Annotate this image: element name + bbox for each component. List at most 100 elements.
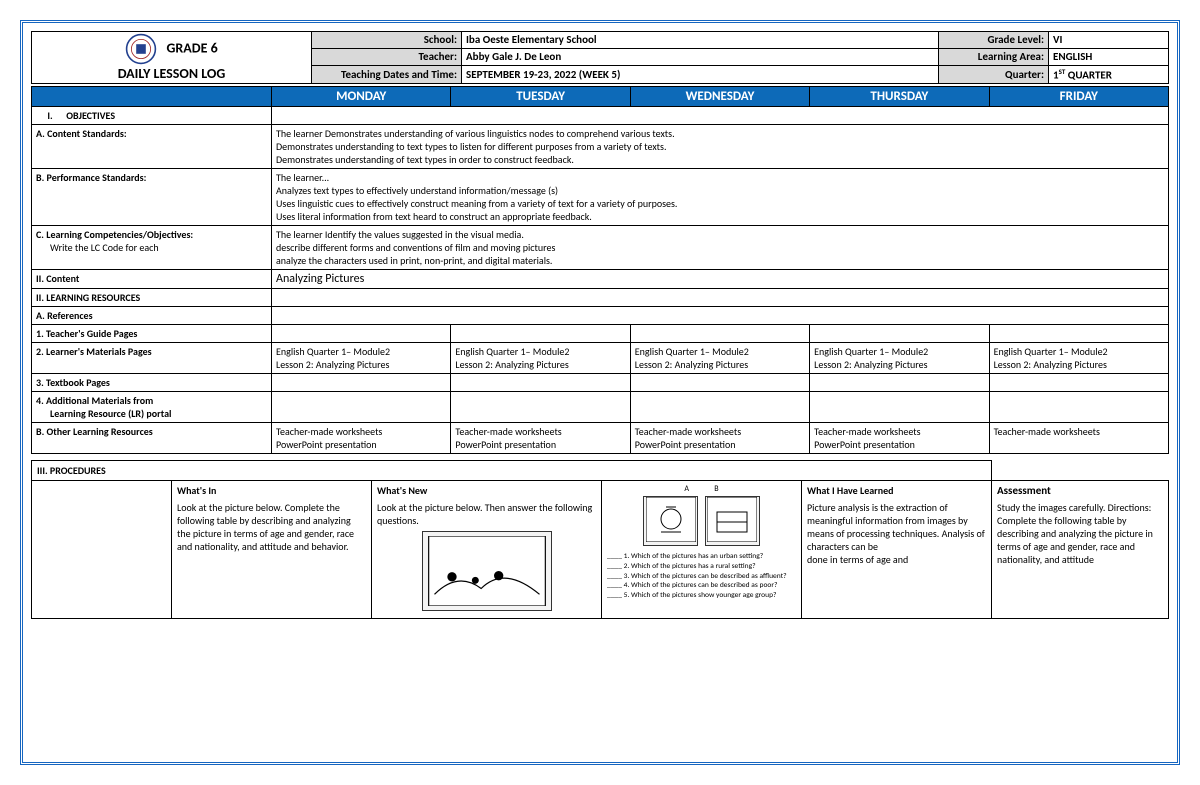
quarter-rest: QUARTER xyxy=(1065,69,1112,82)
school-label: School: xyxy=(312,32,462,49)
whats-new-body: Look at the picture below. Then answer t… xyxy=(377,501,592,527)
document-frame: GRADE 6 DAILY LESSON LOG School: Iba Oes… xyxy=(20,20,1180,765)
title-line1: GRADE 6 xyxy=(166,39,217,56)
content-label: II. Content xyxy=(32,270,272,289)
proc-col1: What's In Look at the picture below. Com… xyxy=(172,481,372,619)
olr-mon: Teacher-made worksheets PowerPoint prese… xyxy=(272,423,451,454)
picture-b-icon xyxy=(705,496,760,546)
lm-tue: English Quarter 1– Module2 Lesson 2: Ana… xyxy=(451,343,630,374)
lc-body: The learner Identify the values suggeste… xyxy=(276,228,1164,267)
q2: ____ 2. Which of the pictures has a rura… xyxy=(607,562,796,572)
lm-label: 2. Learner's Materials Pages xyxy=(32,343,272,374)
assessment-body: Study the images carefully. Directions: … xyxy=(997,501,1153,566)
day-header-row: MONDAY TUESDAY WEDNESDAY THURSDAY FRIDAY xyxy=(32,87,1169,107)
picture-a-icon xyxy=(643,496,698,546)
day-wed: WEDNESDAY xyxy=(630,87,809,107)
day-fri: FRIDAY xyxy=(989,87,1168,107)
lc-text: The learner Identify the values suggeste… xyxy=(272,226,1169,270)
proc-blank xyxy=(32,481,172,619)
lc-label: C. Learning Competencies/Objectives: xyxy=(36,228,193,241)
quarter-label: Quarter: xyxy=(939,65,1049,84)
roman-i: I. xyxy=(36,109,64,122)
add-wed xyxy=(630,392,809,423)
lr-label: II. LEARNING RESOURCES xyxy=(32,289,272,307)
olr-tue: Teacher-made worksheets PowerPoint prese… xyxy=(451,423,630,454)
tg-mon xyxy=(272,325,451,343)
content-std-text: The learner Demonstrates understanding o… xyxy=(272,125,1169,169)
whats-in-head: What's In xyxy=(177,484,366,497)
school-value: Iba Oeste Elementary School xyxy=(462,32,939,49)
tb-fri xyxy=(989,374,1168,392)
lm-wed: English Quarter 1– Module2 Lesson 2: Ana… xyxy=(630,343,809,374)
question-list: ____ 1. Which of the pictures has an urb… xyxy=(607,552,796,601)
header-table: GRADE 6 DAILY LESSON LOG School: Iba Oes… xyxy=(31,31,1169,84)
grade-value: VI xyxy=(1049,32,1169,49)
lm-mon: English Quarter 1– Module2 Lesson 2: Ana… xyxy=(272,343,451,374)
assessment-head: Assessment xyxy=(997,484,1163,497)
lm-thu: English Quarter 1– Module2 Lesson 2: Ana… xyxy=(810,343,989,374)
tg-thu xyxy=(810,325,989,343)
add-label: 4. Additional Materials from Learning Re… xyxy=(32,392,272,423)
tb-tue xyxy=(451,374,630,392)
dates-label: Teaching Dates and Time: xyxy=(312,65,462,84)
whats-in-body: Look at the picture below. Complete the … xyxy=(177,501,354,553)
add-thu xyxy=(810,392,989,423)
proc-col5: Assessment Study the images carefully. D… xyxy=(992,481,1169,619)
perf-std-body: The learner... Analyzes text types to ef… xyxy=(276,171,1164,223)
refs-label: A. References xyxy=(32,307,272,325)
tg-label: 1. Teacher's Guide Pages xyxy=(32,325,272,343)
tb-wed xyxy=(630,374,809,392)
lc-row: C. Learning Competencies/Objectives: Wri… xyxy=(32,226,272,270)
pic-a-label: A xyxy=(684,484,689,494)
objectives-label: OBJECTIVES xyxy=(66,109,115,122)
day-tue: TUESDAY xyxy=(451,87,630,107)
learned-body: Picture analysis is the extraction of me… xyxy=(807,501,985,566)
proc-col3: A B ____ 1. Which of the pictures has an… xyxy=(602,481,802,619)
tg-fri xyxy=(989,325,1168,343)
area-value: ENGLISH xyxy=(1049,48,1169,65)
procedures-table: III. PROCEDURES What's In Look at the pi… xyxy=(31,460,1169,619)
blank-corner xyxy=(32,87,272,107)
pic-b-label: B xyxy=(714,484,718,494)
picture-placeholder-icon xyxy=(422,531,552,611)
add-tue xyxy=(451,392,630,423)
content-text: Analyzing Pictures xyxy=(272,270,1169,289)
proc-col2: What's New Look at the picture below. Th… xyxy=(372,481,602,619)
proc-col4: What I Have Learned Picture analysis is … xyxy=(802,481,992,619)
q4: ____ 4. Which of the pictures can be des… xyxy=(607,581,796,591)
tb-mon xyxy=(272,374,451,392)
add-fri xyxy=(989,392,1168,423)
procedures-label: III. PROCEDURES xyxy=(32,461,992,481)
objectives-empty xyxy=(272,107,1169,125)
olr-thu: Teacher-made worksheets PowerPoint prese… xyxy=(810,423,989,454)
content-std-label: A. Content Standards: xyxy=(32,125,272,169)
lc-sub: Write the LC Code for each xyxy=(36,241,159,254)
refs-empty xyxy=(272,307,1169,325)
q1: ____ 1. Which of the pictures has an urb… xyxy=(607,552,796,562)
title-cell: GRADE 6 DAILY LESSON LOG xyxy=(32,32,312,84)
lr-empty xyxy=(272,289,1169,307)
add-label-1: 4. Additional Materials from xyxy=(36,394,153,407)
tg-tue xyxy=(451,325,630,343)
learned-head: What I Have Learned xyxy=(807,484,986,497)
add-mon xyxy=(272,392,451,423)
teacher-value: Abby Gale J. De Leon xyxy=(462,48,939,65)
grade-label: Grade Level: xyxy=(939,32,1049,49)
day-thu: THURSDAY xyxy=(810,87,989,107)
quarter-value: 1ST QUARTER xyxy=(1049,65,1169,84)
tb-thu xyxy=(810,374,989,392)
perf-std-label: B. Performance Standards: xyxy=(32,169,272,226)
title-line2: DAILY LESSON LOG xyxy=(118,65,226,82)
whats-new-head: What's New xyxy=(377,484,596,497)
lm-fri: English Quarter 1– Module2 Lesson 2: Ana… xyxy=(989,343,1168,374)
olr-fri: Teacher-made worksheets xyxy=(989,423,1168,454)
olr-wed: Teacher-made worksheets PowerPoint prese… xyxy=(630,423,809,454)
main-table: MONDAY TUESDAY WEDNESDAY THURSDAY FRIDAY… xyxy=(31,86,1169,454)
tg-wed xyxy=(630,325,809,343)
perf-std-text: The learner... Analyzes text types to ef… xyxy=(272,169,1169,226)
q3: ____ 3. Which of the pictures can be des… xyxy=(607,572,796,582)
day-mon: MONDAY xyxy=(272,87,451,107)
dates-value: SEPTEMBER 19-23, 2022 (WEEK 5) xyxy=(462,65,939,84)
tb-label: 3. Textbook Pages xyxy=(32,374,272,392)
teacher-label: Teacher: xyxy=(312,48,462,65)
